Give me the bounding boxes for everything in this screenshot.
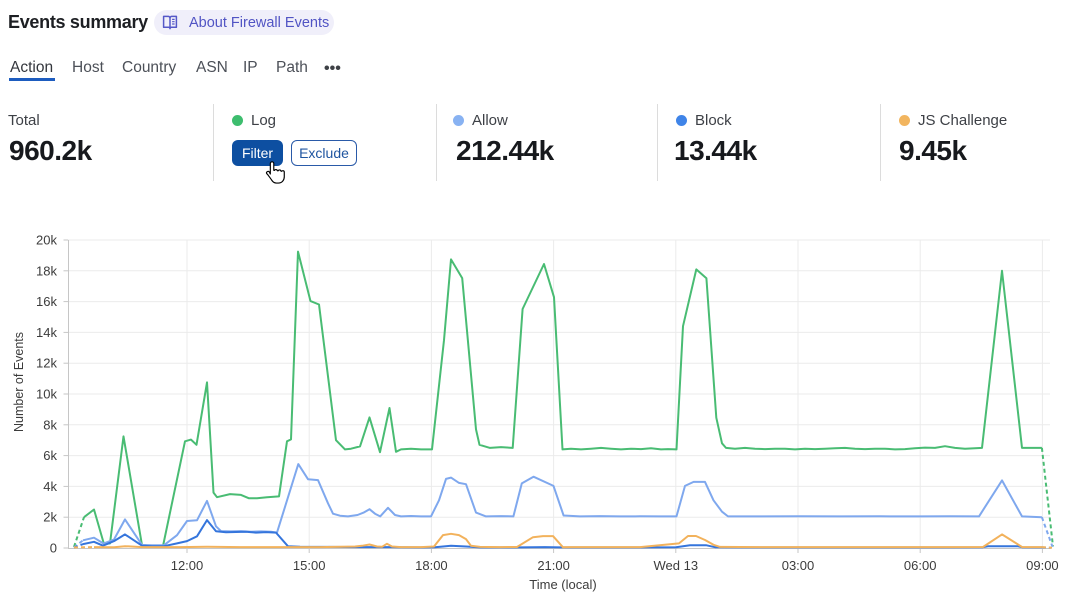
- svg-text:06:00: 06:00: [904, 558, 937, 573]
- svg-text:14k: 14k: [36, 325, 57, 340]
- svg-text:20k: 20k: [36, 233, 57, 248]
- svg-text:18:00: 18:00: [415, 558, 448, 573]
- svg-text:6k: 6k: [43, 448, 57, 463]
- svg-text:Time (local): Time (local): [529, 577, 596, 592]
- svg-text:16k: 16k: [36, 294, 57, 309]
- svg-text:09:00: 09:00: [1026, 558, 1059, 573]
- svg-text:15:00: 15:00: [293, 558, 326, 573]
- svg-text:8k: 8k: [43, 417, 57, 432]
- svg-text:Number of Events: Number of Events: [12, 332, 26, 432]
- svg-text:12:00: 12:00: [171, 558, 204, 573]
- svg-text:21:00: 21:00: [537, 558, 570, 573]
- svg-text:0: 0: [50, 541, 57, 556]
- svg-text:03:00: 03:00: [782, 558, 815, 573]
- svg-text:Wed 13: Wed 13: [654, 558, 699, 573]
- svg-text:10k: 10k: [36, 387, 57, 402]
- svg-text:2k: 2k: [43, 510, 57, 525]
- svg-text:18k: 18k: [36, 263, 57, 278]
- svg-text:12k: 12k: [36, 356, 57, 371]
- svg-text:4k: 4k: [43, 479, 57, 494]
